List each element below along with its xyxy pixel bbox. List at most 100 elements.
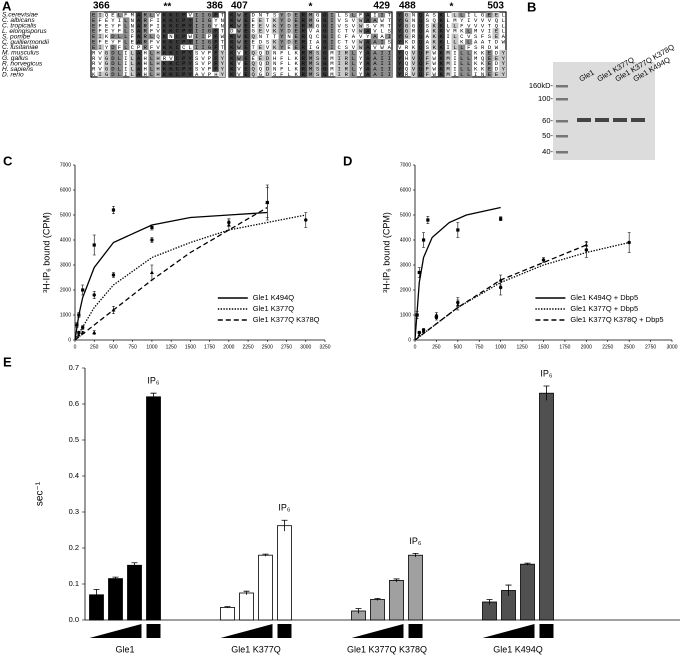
conservation-shade: [129, 55, 136, 61]
conservation-shade: [349, 66, 357, 72]
conservation-shade: [417, 17, 425, 24]
conservation-shade: [342, 71, 350, 78]
x-tick-label: 500: [109, 344, 118, 350]
species-name: C. albicans: [2, 17, 35, 24]
ip6-block: [146, 624, 161, 638]
conservation-shade: [437, 22, 445, 29]
conservation-shade: [271, 39, 279, 45]
conservation-shade: [243, 44, 251, 51]
conservation-shade: [236, 55, 244, 61]
conservation-shade: [370, 39, 379, 45]
sequence: EIKDLLFARLQKNCPWIIPFW: [92, 33, 225, 40]
conservation-shade: [116, 12, 124, 18]
conservation-shade: [458, 49, 466, 56]
conservation-shade: [314, 49, 322, 56]
conservation-shade: [437, 60, 445, 67]
category-label: Gle1 K494Q: [493, 644, 543, 654]
conservation-shade: [142, 44, 149, 51]
conservation-shade: [377, 12, 386, 18]
ip6-block: [539, 624, 554, 638]
conservation-shade: [167, 22, 175, 29]
data-point: [80, 325, 85, 330]
conservation-shade: [314, 71, 322, 78]
conservation-shade: [161, 33, 168, 40]
species-name: L. elongisporus: [2, 28, 47, 35]
conservation-shade: [110, 33, 117, 40]
conservation-shade: [306, 22, 315, 29]
conservation-shade: [370, 33, 379, 40]
conservation-shade: [397, 12, 405, 18]
x-tick-label: 2000: [223, 344, 234, 350]
conservation-shade: [173, 39, 181, 45]
conservation-shade: [363, 66, 371, 72]
error-bar: [243, 590, 250, 595]
conservation-shade: [410, 66, 418, 72]
conservation-shade: [384, 33, 393, 40]
conservation-shade: [186, 17, 194, 24]
conservation-shade: [278, 22, 286, 29]
conservation-shade: [122, 17, 130, 24]
conservation-shade: [243, 60, 251, 67]
conservation-shade: [186, 39, 194, 45]
conservation-shade: [444, 55, 452, 61]
conservation-shade: [321, 33, 329, 40]
conservation-shade: [264, 60, 272, 67]
conservation-shade: [129, 60, 136, 67]
conservation-shade: [397, 55, 405, 61]
conservation-shade: [167, 71, 175, 78]
data-point: [92, 243, 96, 247]
conservation-shade: [148, 49, 156, 56]
error-bar: [150, 392, 157, 401]
conservation-shade: [142, 39, 149, 45]
conservation-shade: [363, 12, 371, 18]
x-tick-label: 1750: [204, 344, 215, 350]
conservation-shade: [148, 71, 156, 78]
conservation-shade: [499, 49, 507, 56]
gel: [553, 62, 655, 160]
conservation-shade: [363, 71, 371, 78]
conservation-shade: [321, 55, 329, 61]
conservation-shade: [356, 17, 364, 24]
conservation-shade: [212, 60, 219, 67]
conservation-shade: [122, 39, 130, 45]
conservation-shade: [212, 39, 219, 45]
conservation-shade: [186, 71, 194, 78]
conservation-shade: [180, 55, 187, 61]
conservation-shade: [103, 49, 111, 56]
bar: [520, 563, 535, 621]
conservation-shade: [363, 44, 371, 51]
conservation-shade: [205, 44, 213, 51]
conservation-shade: [342, 60, 350, 67]
conservation-shade: [103, 55, 111, 61]
conservation-shade: [377, 55, 386, 61]
y-axis-label: ³H-IP₆ bound (CPM): [381, 212, 391, 293]
conservation-shade: [363, 17, 371, 24]
conservation-shade: [437, 44, 445, 51]
y-tick-label: 7000: [60, 162, 71, 168]
conservation-shade: [218, 55, 226, 61]
data-point: [77, 313, 81, 317]
sequence: DWEGEVKYDERVAGICTVWAVLS: [230, 28, 392, 35]
conservation-shade: [110, 55, 117, 61]
conservation-shade: [148, 12, 156, 18]
conservation-shade: [271, 28, 279, 34]
panel-letter: D: [343, 153, 352, 168]
conservation-shade: [292, 12, 301, 18]
conservation-shade: [444, 66, 452, 72]
conservation-shade: [161, 44, 168, 51]
conservation-shade: [410, 71, 418, 78]
error-bar: [93, 589, 100, 601]
conserved-marker: *: [450, 2, 454, 13]
conservation-shade: [458, 60, 466, 67]
conservation-shade: [199, 44, 207, 51]
conservation-shade: [186, 66, 194, 72]
conservation-shade: [328, 39, 336, 45]
conservation-shade: [142, 33, 149, 40]
conservation-shade: [363, 60, 371, 67]
sequence: EFEYFLSARFVKKCPYIIGFT: [92, 28, 225, 35]
conservation-shade: [193, 39, 200, 45]
conservation-shade: [142, 28, 149, 34]
conservation-shade: [243, 22, 251, 29]
conservation-shade: [285, 39, 293, 45]
conservation-shade: [110, 44, 117, 51]
